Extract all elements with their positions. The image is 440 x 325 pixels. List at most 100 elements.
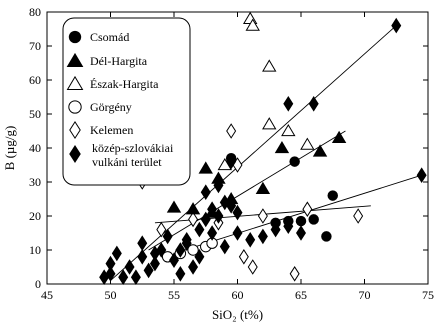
data-point (156, 221, 167, 238)
y-tick-label: 10 (29, 243, 41, 257)
data-point (187, 244, 199, 256)
data-point (308, 95, 319, 112)
data-point (166, 200, 182, 213)
legend-label: közép-szlovákiai (92, 141, 174, 155)
data-point (200, 184, 211, 201)
data-point (143, 262, 154, 279)
legend-label: Csomád (90, 30, 129, 44)
x-tick-label: 45 (41, 288, 53, 302)
y-axis-label: B (µg/g) (2, 126, 17, 171)
x-tick-label: 70 (359, 288, 371, 302)
legend-entry: Görgény (68, 100, 132, 114)
x-tick-label: 55 (168, 288, 180, 302)
data-point (137, 235, 148, 252)
data-point (111, 245, 122, 262)
data-point (238, 248, 249, 265)
x-tick-label: 60 (232, 288, 244, 302)
data-point (175, 265, 186, 282)
data-point (245, 231, 256, 248)
data-point (232, 225, 243, 241)
y-tick-label: 50 (29, 107, 41, 121)
legend-label: Kelemen (90, 123, 133, 137)
data-point (289, 265, 300, 282)
data-point (149, 245, 160, 262)
legend-marker (69, 120, 81, 140)
data-point (124, 259, 135, 275)
series-2 (217, 11, 315, 171)
data-points (99, 11, 427, 286)
y-tick-label: 80 (29, 5, 41, 19)
series-1 (166, 130, 347, 218)
data-point (226, 123, 237, 139)
trend-line (148, 130, 346, 251)
legend-entry: Csomád (68, 30, 129, 44)
y-tick-label: 0 (35, 277, 41, 291)
series-5 (99, 17, 427, 286)
y-tick-label: 60 (29, 73, 41, 87)
data-point (226, 197, 237, 214)
data-point (175, 242, 186, 258)
data-point (185, 202, 201, 215)
legend-marker (66, 75, 84, 91)
data-point (255, 181, 271, 194)
legend-marker (69, 144, 81, 164)
x-axis-label: SiO₂ (t%) (212, 307, 263, 322)
data-point (312, 144, 328, 157)
data-point (327, 190, 338, 201)
data-point (232, 204, 243, 221)
data-point (181, 231, 192, 248)
data-point (331, 130, 347, 143)
data-point (257, 228, 268, 245)
legend-label: Görgény (90, 100, 132, 114)
legend-entry: Dél-Hargita (66, 52, 148, 68)
data-point (283, 218, 294, 235)
data-point (219, 238, 230, 255)
data-point (308, 214, 319, 225)
data-point (274, 140, 290, 154)
x-tick-label: 75 (422, 288, 434, 302)
data-point (207, 201, 218, 218)
legend-box (62, 17, 191, 186)
legend-marker (66, 52, 84, 68)
data-point (262, 59, 277, 72)
x-tick-label: 65 (295, 288, 307, 302)
axis-ticks: 45 50 55 60 65 70 75 0 10 20 30 40 50 60 70 80 (29, 5, 434, 302)
data-point (149, 255, 160, 272)
data-point (130, 269, 141, 286)
data-point (198, 161, 213, 174)
legend-label: Észak-Hargita (90, 77, 159, 91)
data-point (200, 211, 211, 228)
trend-line (110, 25, 397, 281)
data-point (213, 177, 224, 194)
data-point (207, 225, 218, 241)
data-point (302, 201, 313, 218)
data-point (257, 208, 268, 224)
data-point (188, 211, 199, 228)
data-point (162, 228, 173, 245)
data-point (295, 215, 307, 227)
x-tick-label: 50 (105, 288, 117, 302)
data-point (194, 221, 205, 238)
data-point (169, 252, 179, 269)
y-tick-label: 40 (29, 141, 41, 155)
data-point (391, 17, 402, 34)
data-point (296, 225, 306, 241)
data-point (300, 137, 315, 150)
data-point (353, 208, 364, 224)
legend-entry: Kelemen (69, 120, 133, 140)
data-point (321, 231, 332, 242)
data-point (137, 248, 148, 265)
data-point (283, 95, 294, 112)
series-0 (225, 152, 338, 242)
y-tick-label: 70 (29, 39, 41, 53)
data-point (289, 156, 300, 167)
data-point (226, 153, 237, 170)
data-point (270, 221, 281, 238)
data-point (262, 117, 277, 130)
data-point (105, 255, 116, 272)
data-point (213, 208, 224, 224)
data-point (245, 18, 260, 31)
legend-label: vulkáni terület (92, 155, 162, 169)
data-point (281, 123, 296, 137)
